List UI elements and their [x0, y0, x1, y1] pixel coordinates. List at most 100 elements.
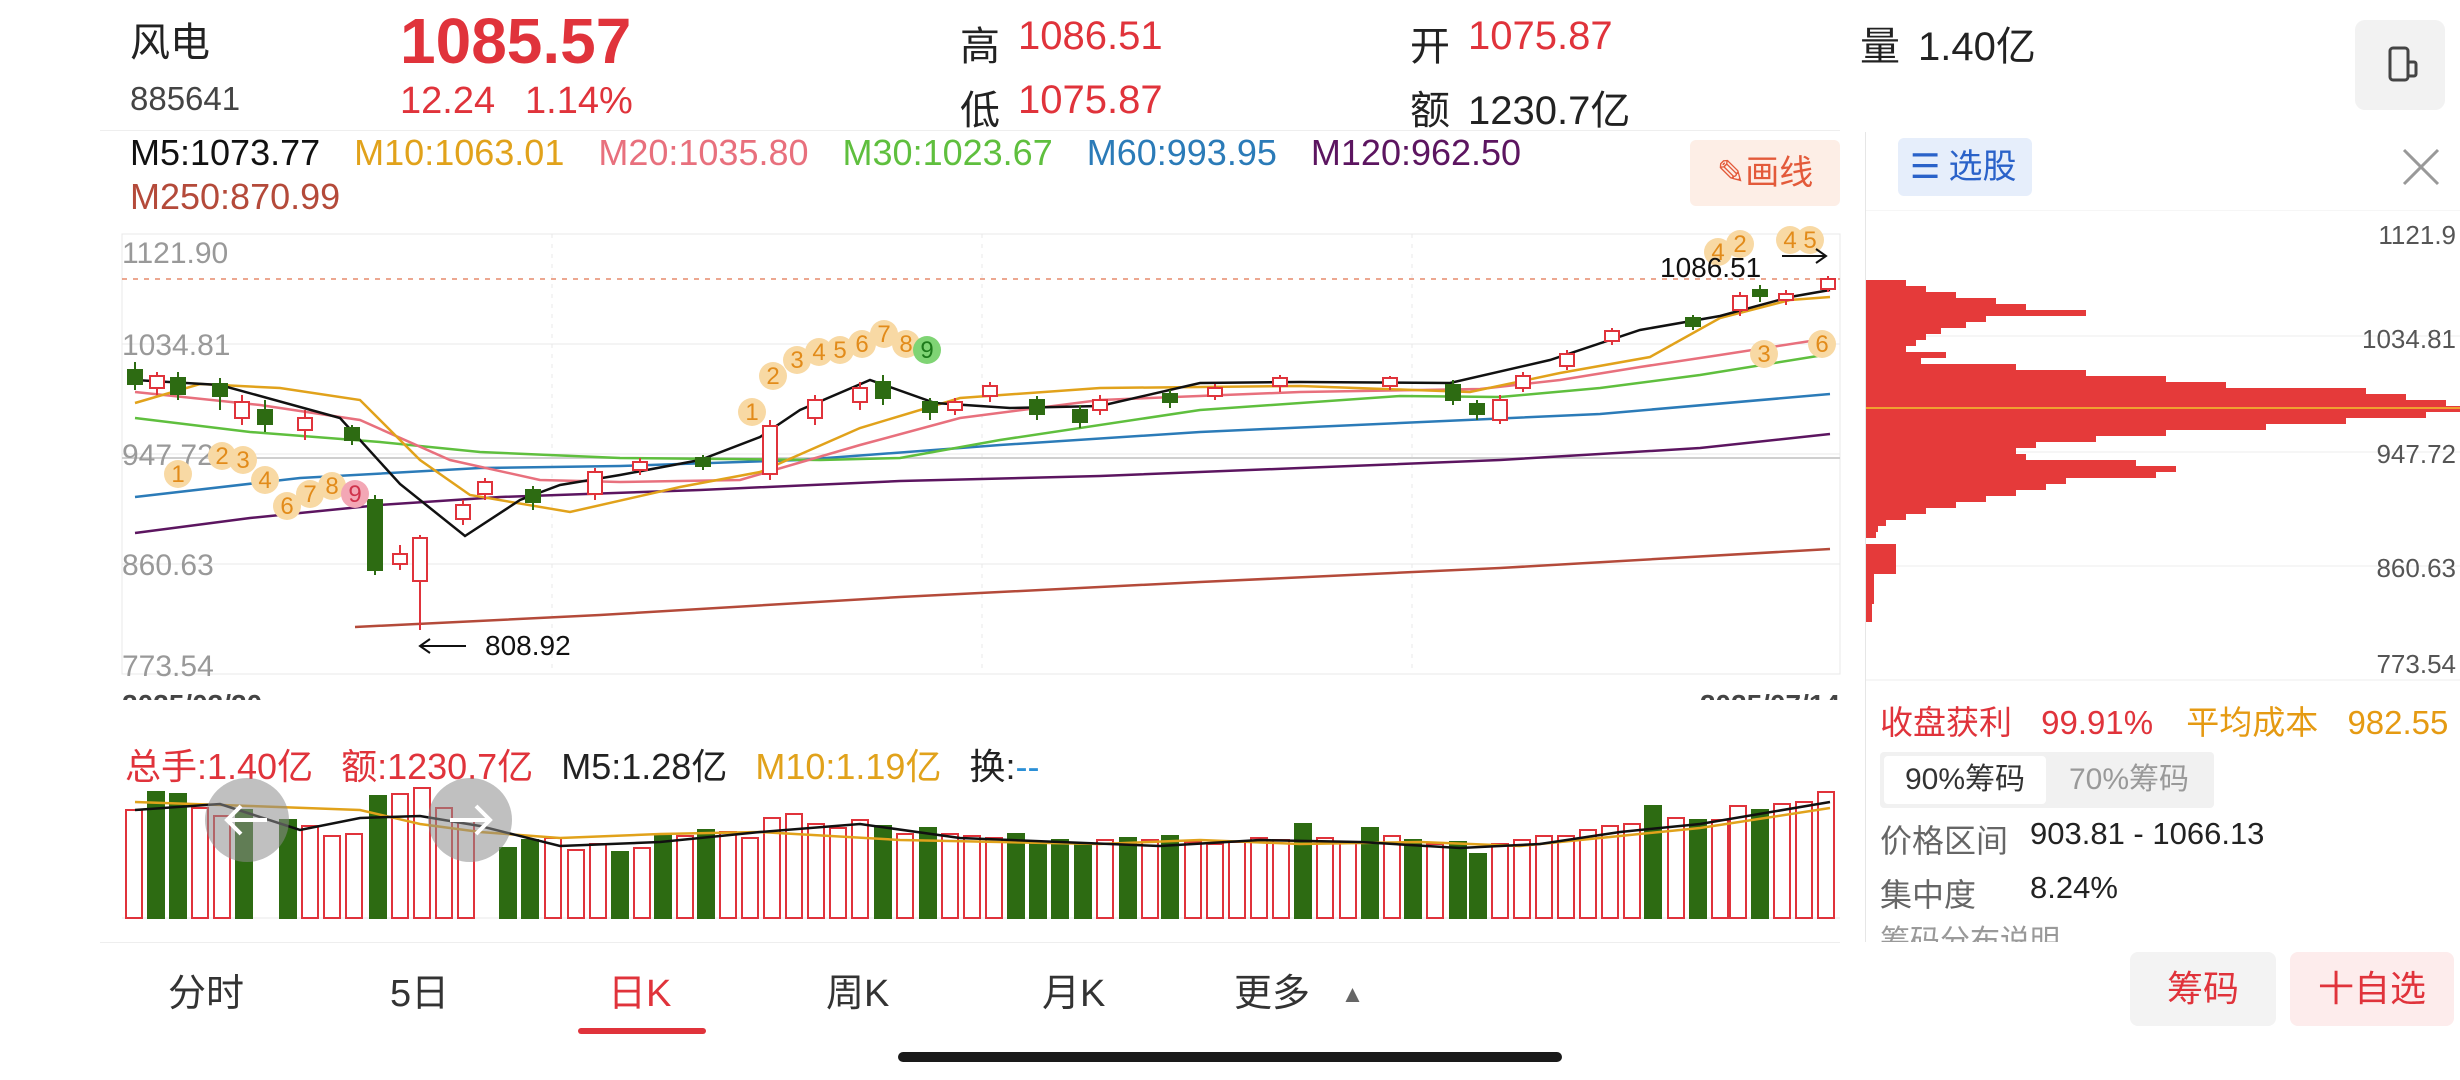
avg-cost-label: 平均成本 [2186, 704, 2319, 741]
chip-y-tick: 1121.9 [2378, 220, 2456, 250]
chip-stats-row: 收盘获利 99.91% 平均成本 982.55 [1880, 696, 2448, 744]
ma10-value: M10:1063.01 [354, 132, 565, 173]
stock-name: 风电 [130, 21, 210, 65]
concentration-value: 8.24% [2030, 870, 2118, 905]
tab-weekly-k[interactable]: 周K [826, 973, 890, 1015]
scroll-left-button[interactable] [205, 778, 289, 862]
high-label: 高 [960, 25, 1000, 69]
current-price: 1085.57 [400, 5, 632, 77]
device-switch-button[interactable] [2355, 20, 2445, 110]
arrow-right-icon [450, 804, 493, 836]
seq-label: 3 [236, 447, 249, 474]
scroll-right-button[interactable] [428, 778, 512, 862]
seq-label: 2 [766, 363, 779, 390]
ma5-line [134, 288, 1831, 538]
chip-y-tick: 947.72 [2376, 439, 2456, 469]
profit-label: 收盘获利 [1880, 704, 2012, 741]
ma60-value: M60:993.95 [1086, 132, 1277, 173]
high-annotation-value: 1086.51 [1660, 252, 1761, 283]
seq-label: 6 [1815, 331, 1828, 358]
seq-label: 5 [833, 337, 846, 364]
tab-daily-k[interactable]: 日K [608, 973, 672, 1015]
close-chip-button[interactable] [2396, 138, 2446, 198]
tab-more[interactable]: 更多 ▲ [1234, 962, 1364, 1017]
header-divider [100, 130, 1840, 131]
seq-label: 9 [348, 481, 361, 508]
volume-legend: 总手:1.40亿 额:1230.7亿 M5:1.28亿 M10:1.19亿 换:… [125, 738, 1039, 790]
open-label: 开 [1410, 25, 1450, 69]
chip-y-tick: 773.54 [2376, 649, 2456, 679]
seq-label: 5 [1803, 227, 1816, 254]
concentration-label: 集中度 [1880, 877, 1977, 913]
tab-intraday[interactable]: 分时 [168, 973, 245, 1015]
stock-picker-button[interactable]: ☰ 选股 [1898, 138, 2032, 196]
seq-label: 3 [790, 347, 803, 374]
tab-5day[interactable]: 5日 [390, 973, 450, 1015]
arrow-left-icon [224, 804, 267, 836]
chip-explain-link[interactable]: 筹码分布说明 [1880, 925, 2060, 942]
low-annotation: 808.92 [418, 630, 571, 661]
seq-label: 6 [855, 331, 868, 358]
turnover-label: 换: [969, 746, 1016, 787]
draw-line-button[interactable]: ✎画线 [1690, 140, 1840, 206]
ma20-line [134, 336, 1831, 484]
seq-label: 4 [258, 467, 271, 494]
volume-bars [125, 787, 1835, 919]
ma120-value: M120:962.50 [1310, 132, 1522, 173]
volume-amount: 额:1230.7亿 [341, 746, 534, 787]
tab-chip-90[interactable]: 90%筹码 [1884, 756, 2046, 804]
kline-y-tick: 1121.90 [122, 237, 228, 270]
kline-y-tick: 773.54 [122, 650, 214, 683]
chips-button-label: 筹码 [2166, 968, 2239, 1009]
bottom-divider [100, 942, 1840, 943]
amount-value: 1230.7亿 [1468, 89, 1631, 133]
ma30-value: M30:1023.67 [842, 132, 1053, 173]
price-range-label: 价格区间 [1880, 823, 2009, 859]
list-icon: ☰ [1910, 148, 1941, 186]
ma-legend: M5:1073.77 M10:1063.01 M20:1035.80 M30:1… [130, 132, 1521, 174]
tab-more-label: 更多 [1234, 973, 1311, 1015]
phone-icon [2388, 46, 2418, 82]
seq-label: 4 [812, 339, 825, 366]
date-end: 2025/07/14 [1700, 689, 1841, 700]
seq-label: 6 [280, 493, 293, 520]
price-change-pct: 1.14% [525, 80, 633, 122]
chips-button[interactable]: 筹码 [2130, 952, 2276, 1026]
sequence-badges: 1 2 3 4 6 7 8 1 2 3 4 5 6 7 8 4 2 4 5 3 … [164, 226, 1836, 520]
ma20-value: M20:1035.80 [598, 132, 809, 173]
candlesticks [127, 276, 1836, 630]
home-indicator[interactable] [898, 1052, 1562, 1062]
amount-label: 额 [1410, 89, 1450, 133]
ma5-value: M5:1073.77 [130, 132, 321, 173]
chip-y-tick: 860.63 [2376, 553, 2456, 583]
seq-label: 2 [1733, 231, 1746, 258]
volume-m10: M10:1.19亿 [755, 746, 942, 787]
volume-chart[interactable] [0, 780, 1850, 920]
avg-cost-value: 982.55 [2347, 704, 2449, 741]
add-watchlist-label: 十自选 [2317, 968, 2426, 1009]
chip-y-tick: 1034.81 [2362, 324, 2456, 354]
kline-y-tick: 1034.81 [122, 329, 230, 362]
tab-chip-70[interactable]: 70%筹码 [2068, 763, 2190, 796]
stock-code: 885641 [130, 80, 241, 117]
seq-label: 8 [899, 331, 912, 358]
chip-tab-group: 90%筹码 70%筹码 [1880, 752, 2214, 808]
volume-total: 总手:1.40亿 [125, 746, 314, 787]
chip-explain-clip: 筹码分布说明 [1880, 924, 2280, 942]
seq-label: 4 [1783, 227, 1796, 254]
caret-up-icon: ▲ [1340, 981, 1365, 1008]
ma250-line [354, 547, 1831, 629]
seq-label: 9 [920, 337, 933, 364]
kline-grid [121, 233, 1841, 675]
volume-value: 1.40亿 [1918, 25, 2036, 69]
high-value: 1086.51 [1018, 14, 1163, 58]
turnover-value: -- [1015, 746, 1040, 787]
price-range-value: 903.81 - 1066.13 [2030, 816, 2265, 851]
kline-chart[interactable]: 1121.90 1034.81 947.72 860.63 773.54 [0, 0, 1850, 700]
add-watchlist-button[interactable]: 十自选 [2290, 952, 2454, 1026]
low-value: 1075.87 [1018, 78, 1163, 122]
ma60-line [134, 392, 1831, 499]
close-icon [2402, 148, 2440, 186]
volume-m5: M5:1.28亿 [561, 746, 728, 787]
tab-monthly-k[interactable]: 月K [1042, 973, 1106, 1015]
